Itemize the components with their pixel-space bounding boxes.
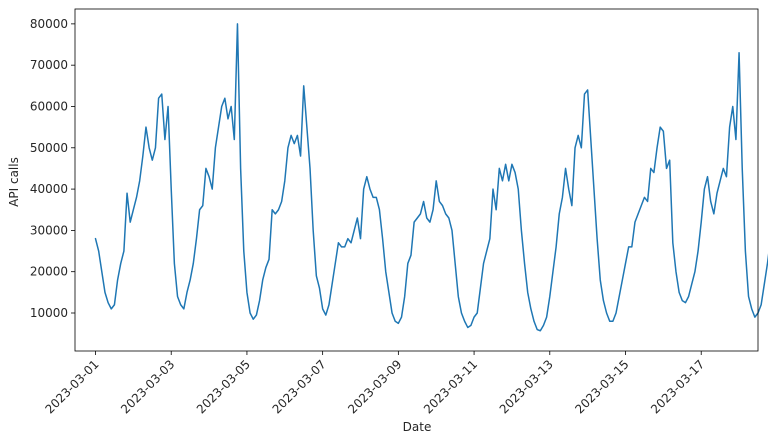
x-axis-label: Date bbox=[403, 420, 432, 434]
plot-area bbox=[74, 8, 768, 352]
y-tick-label: 70000 bbox=[30, 58, 68, 72]
axes-frame bbox=[74, 8, 759, 352]
x-tick-label: 2023-03-11 bbox=[421, 357, 480, 416]
x-tick-label: 2023-03-03 bbox=[118, 357, 177, 416]
y-tick-label: 30000 bbox=[30, 223, 68, 237]
x-axis-ticks: 2023-03-01 2023-03-03 2023-03-05 2023-03-07… bbox=[42, 351, 707, 416]
x-tick-label: 2023-03-17 bbox=[648, 357, 707, 416]
y-tick-label: 50000 bbox=[30, 141, 68, 155]
x-tick-label: 2023-03-13 bbox=[497, 357, 556, 416]
y-axis-ticks: 10000 20000 30000 40000 50000 60000 70000 80000 bbox=[30, 17, 75, 320]
x-tick-label: 2023-03-15 bbox=[572, 357, 631, 416]
x-tick-label: 2023-03-09 bbox=[345, 357, 404, 416]
x-tick-label: 2023-03-07 bbox=[270, 357, 329, 416]
x-tick-label: 2023-03-05 bbox=[194, 357, 253, 416]
y-tick-label: 40000 bbox=[30, 182, 68, 196]
y-tick-label: 80000 bbox=[30, 17, 68, 31]
y-tick-label: 20000 bbox=[30, 265, 68, 279]
y-tick-label: 60000 bbox=[30, 99, 68, 113]
series-line bbox=[94, 23, 768, 332]
x-tick-label: 2023-03-01 bbox=[42, 357, 101, 416]
y-tick-label: 10000 bbox=[30, 306, 68, 320]
y-axis-label: API calls bbox=[7, 157, 21, 207]
